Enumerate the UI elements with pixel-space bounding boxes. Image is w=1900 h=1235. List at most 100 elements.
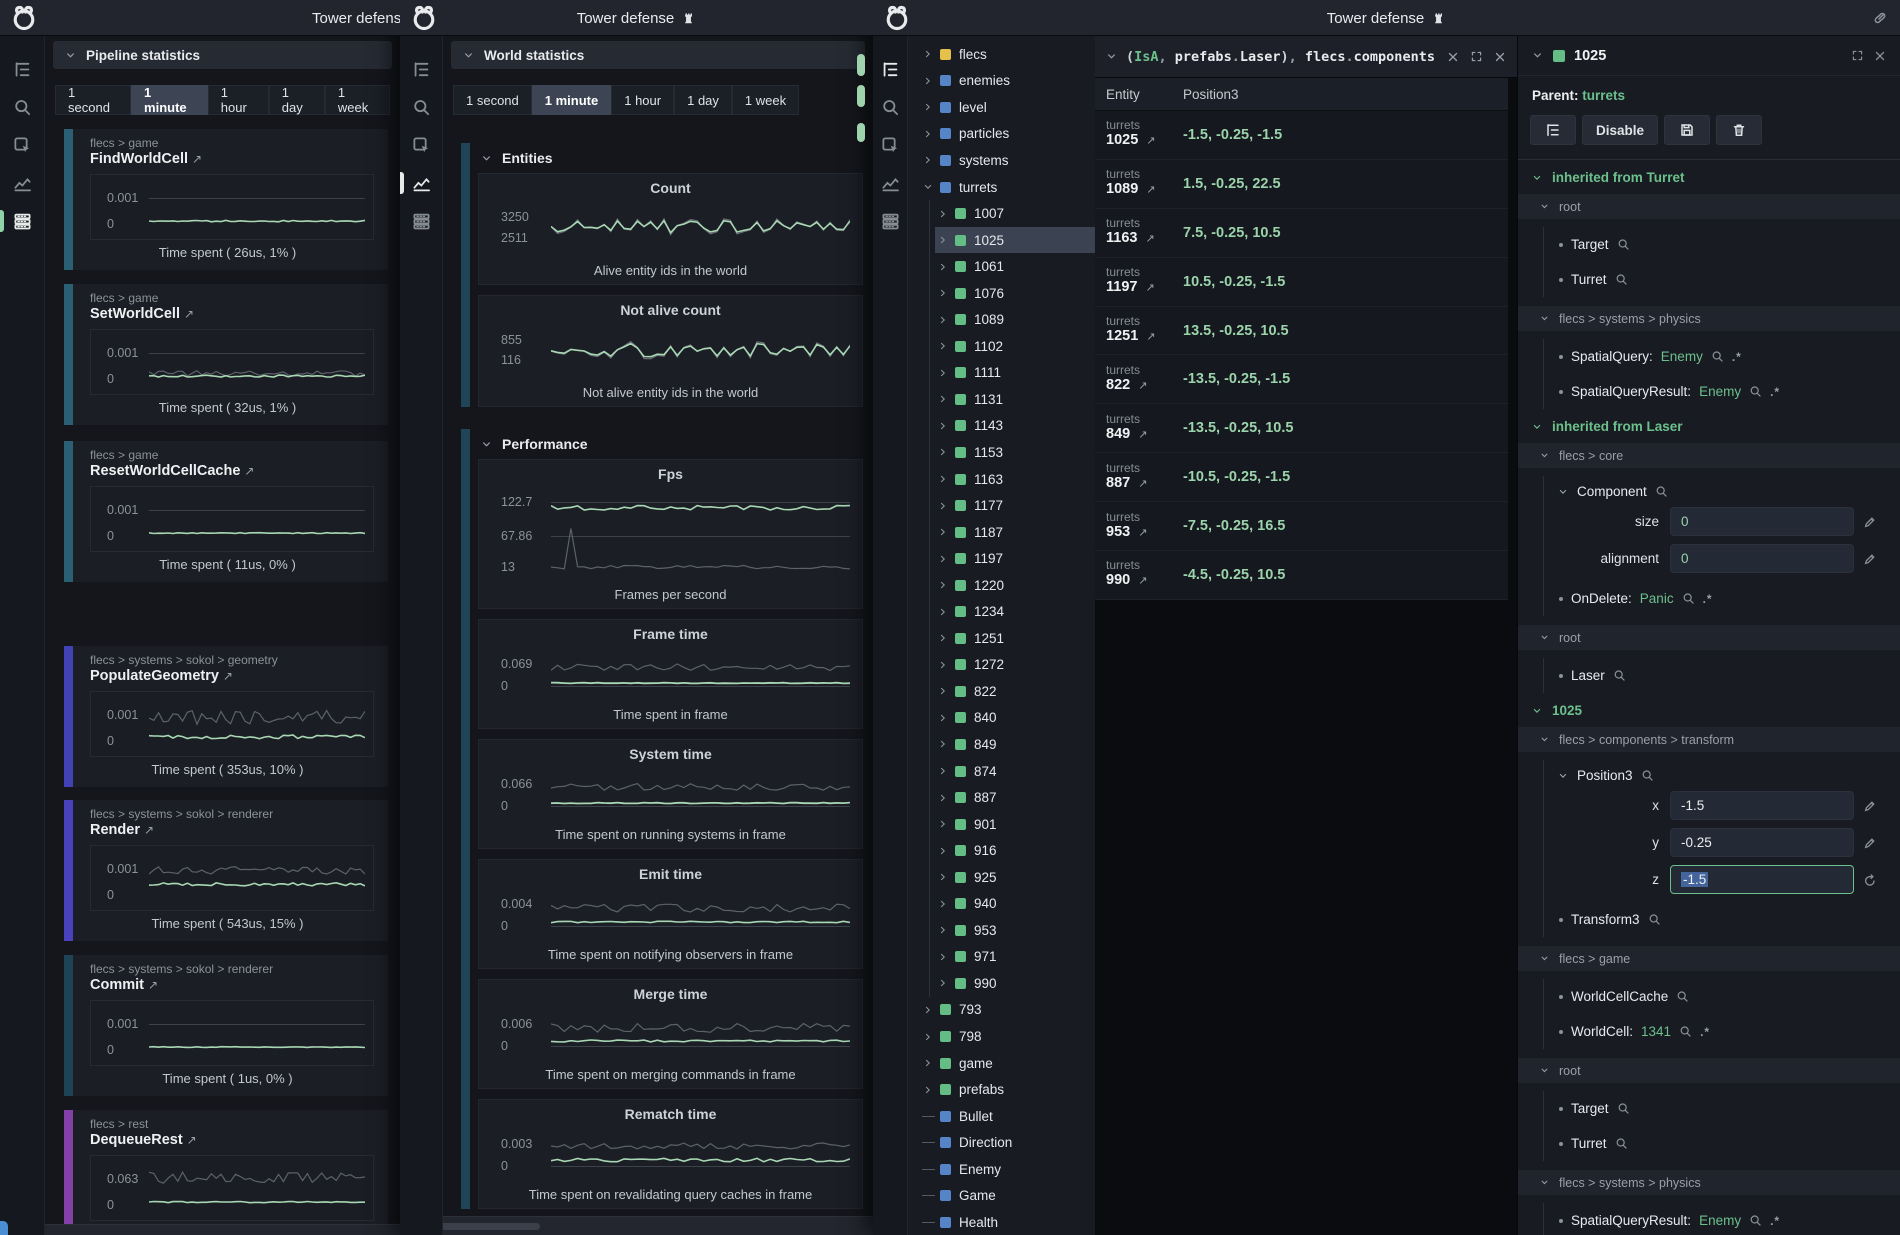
external-link-icon[interactable]: ↗ [148, 978, 158, 992]
external-link-icon[interactable]: ↗ [187, 1133, 197, 1147]
query-result-row-990[interactable]: turrets990 ↗-4.5, -0.25, 10.5 [1095, 551, 1508, 600]
sidebar-select-entity-icon[interactable] [873, 126, 907, 164]
component-expander-Component[interactable]: Component [1544, 476, 1888, 507]
sidebar-tree-view-icon[interactable] [0, 50, 44, 88]
system-name-link[interactable]: PopulateGeometry↗ [90, 667, 374, 685]
search-icon[interactable] [1641, 769, 1654, 782]
tree-item-793[interactable]: 793 [908, 997, 1095, 1024]
field-input-alignment[interactable]: 0 [1670, 544, 1854, 573]
field-input-size[interactable]: 0 [1670, 507, 1854, 536]
field-input-x[interactable]: -1.5 [1670, 791, 1854, 820]
tree-item-798[interactable]: 798 [908, 1023, 1095, 1050]
fullscreen-icon[interactable] [1851, 49, 1864, 62]
tree-item-turrets[interactable]: turrets [908, 174, 1095, 201]
save-button[interactable] [1664, 115, 1710, 145]
component-value-link[interactable]: Enemy [1661, 349, 1703, 364]
module-section-root[interactable]: root [1518, 625, 1900, 650]
tree-item-1163[interactable]: 1163 [908, 466, 1095, 493]
system-name-link[interactable]: DequeueRest↗ [90, 1131, 374, 1149]
timerange-tab-1-hour[interactable]: 1 hour [611, 85, 674, 115]
tree-item-1220[interactable]: 1220 [908, 572, 1095, 599]
search-icon[interactable] [1613, 669, 1626, 682]
search-icon[interactable] [1679, 1025, 1692, 1038]
tree-item-1143[interactable]: 1143 [908, 413, 1095, 440]
module-section-root[interactable]: root [1518, 194, 1900, 219]
search-icon[interactable] [1676, 990, 1689, 1003]
search-icon[interactable] [1615, 1137, 1628, 1150]
chevron-down-icon[interactable] [1105, 50, 1118, 63]
query-result-row-1089[interactable]: turrets1089 ↗1.5, -0.25, 22.5 [1095, 160, 1508, 209]
column-header-entity[interactable]: Entity [1095, 87, 1183, 102]
search-icon[interactable] [1711, 350, 1724, 363]
sidebar-pipeline-stats-icon[interactable] [400, 202, 442, 240]
query-result-row-1251[interactable]: turrets1251 ↗13.5, -0.25, 10.5 [1095, 307, 1508, 356]
link-icon[interactable] [1872, 10, 1888, 26]
timerange-tab-1-day[interactable]: 1 day [269, 85, 325, 115]
delete-button[interactable] [1716, 115, 1762, 145]
tree-item-953[interactable]: 953 [908, 917, 1095, 944]
query-result-row-1197[interactable]: turrets1197 ↗10.5, -0.25, -1.5 [1095, 258, 1508, 307]
entity-id-link[interactable]: 849 ↗ [1106, 426, 1183, 444]
sidebar-statistics-chart-icon[interactable] [400, 164, 442, 202]
inherited-header[interactable]: inherited from Turret [1531, 170, 1888, 185]
edge-indicator[interactable] [857, 123, 865, 142]
tree-item-1177[interactable]: 1177 [908, 492, 1095, 519]
tree-item-1025[interactable]: 1025 [908, 227, 1095, 254]
tree-item-1251[interactable]: 1251 [908, 625, 1095, 652]
timerange-tab-1-minute[interactable]: 1 minute [131, 85, 208, 115]
tree-item-enemies[interactable]: enemies [908, 68, 1095, 95]
sidebar-search-icon[interactable] [400, 88, 442, 126]
chevron-down-icon[interactable] [1531, 49, 1544, 62]
external-link-icon[interactable]: ↗ [223, 669, 233, 683]
tree-item-887[interactable]: 887 [908, 784, 1095, 811]
module-section-flecscore[interactable]: flecs > core [1518, 443, 1900, 468]
panel-header-pipeline[interactable]: Pipeline statistics [53, 41, 392, 69]
fullscreen-icon[interactable] [1470, 50, 1483, 63]
module-section-flecsgame[interactable]: flecs > game [1518, 946, 1900, 971]
entity-id-link[interactable]: 990 ↗ [1106, 572, 1183, 590]
tree-item-901[interactable]: 901 [908, 811, 1095, 838]
inherited-header[interactable]: 1025 [1531, 703, 1888, 718]
close-icon[interactable] [1493, 50, 1507, 64]
component-value-link[interactable]: Panic [1640, 591, 1674, 606]
tree-item-916[interactable]: 916 [908, 837, 1095, 864]
external-link-icon[interactable]: ↗ [144, 823, 154, 837]
disable-button[interactable]: Disable [1582, 115, 1658, 145]
sidebar-select-entity-icon[interactable] [0, 126, 44, 164]
pencil-icon[interactable] [1863, 799, 1877, 813]
edge-indicator[interactable] [857, 85, 865, 107]
system-name-link[interactable]: FindWorldCell↗ [90, 150, 374, 168]
system-name-link[interactable]: SetWorldCell↗ [90, 305, 374, 323]
external-link-icon[interactable]: ↗ [192, 152, 202, 166]
search-icon[interactable] [1655, 485, 1668, 498]
search-icon[interactable] [1749, 1214, 1762, 1227]
sidebar-statistics-chart-icon[interactable] [0, 164, 44, 202]
tree-item-1234[interactable]: 1234 [908, 598, 1095, 625]
timerange-tab-1-hour[interactable]: 1 hour [208, 85, 269, 115]
tree-item-971[interactable]: 971 [908, 944, 1095, 971]
timerange-tab-1-second[interactable]: 1 second [453, 85, 532, 115]
field-input-y[interactable]: -0.25 [1670, 828, 1854, 857]
query-result-row-953[interactable]: turrets953 ↗-7.5, -0.25, 16.5 [1095, 502, 1508, 551]
tree-item-1111[interactable]: 1111 [908, 360, 1095, 387]
search-icon[interactable] [1648, 913, 1661, 926]
query-result-row-849[interactable]: turrets849 ↗-13.5, -0.25, 10.5 [1095, 404, 1508, 453]
module-section-flecscomponentstransform[interactable]: flecs > components > transform [1518, 727, 1900, 752]
undo-icon[interactable] [1863, 873, 1877, 887]
search-icon[interactable] [1617, 238, 1630, 251]
timerange-tab-1-week[interactable]: 1 week [325, 85, 390, 115]
system-name-link[interactable]: Commit↗ [90, 976, 374, 994]
tree-item-1102[interactable]: 1102 [908, 333, 1095, 360]
tree-item-Enemy[interactable]: Enemy [908, 1156, 1095, 1183]
query-result-row-1163[interactable]: turrets1163 ↗7.5, -0.25, 10.5 [1095, 209, 1508, 258]
tree-item-Direction[interactable]: Direction [908, 1129, 1095, 1156]
module-section-flecssystemsphysics[interactable]: flecs > systems > physics [1518, 1170, 1900, 1195]
tree-view-button[interactable] [1530, 115, 1576, 145]
entity-id-link[interactable]: 887 ↗ [1106, 475, 1183, 493]
entity-id-link[interactable]: 1025 ↗ [1106, 132, 1183, 150]
pencil-icon[interactable] [1863, 515, 1877, 529]
close-icon[interactable] [1873, 49, 1887, 63]
tree-item-874[interactable]: 874 [908, 758, 1095, 785]
tree-item-1131[interactable]: 1131 [908, 386, 1095, 413]
external-link-icon[interactable]: ↗ [184, 307, 194, 321]
